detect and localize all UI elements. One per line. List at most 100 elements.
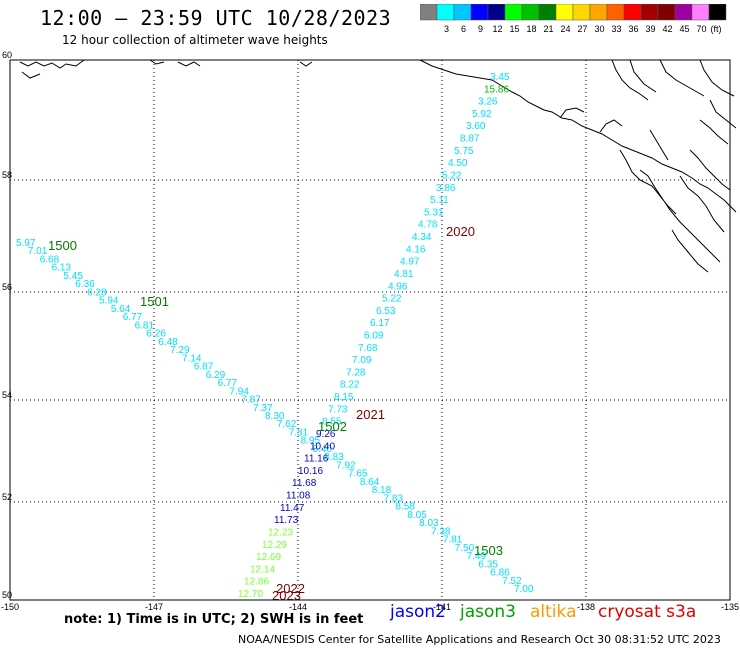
pass-label: 1503 — [474, 543, 503, 558]
wave-height-label: 7.49 — [467, 551, 487, 562]
satellite-track-descending: 5.977.016.686.135.456.366.285.945.646.77… — [16, 238, 534, 595]
longitude-tick-label: -147 — [145, 602, 163, 612]
legend-tick-label: 3 — [444, 24, 449, 34]
wave-height-label: 8.05 — [407, 510, 427, 521]
wave-height-label: 7.92 — [336, 460, 356, 471]
wave-height-label: 8.64 — [360, 477, 380, 488]
legend-tick-label: 30 — [594, 24, 604, 34]
wave-height-label: 11.16 — [304, 454, 329, 465]
pass-label: 2020 — [446, 224, 475, 239]
legend-tick-label: 12 — [492, 24, 502, 34]
wave-height-label: 8.30 — [265, 411, 285, 422]
wave-height-label: 8.40 — [312, 444, 332, 455]
wave-height-label: 5.31 — [424, 207, 444, 218]
wave-height-label: 7.73 — [328, 404, 348, 415]
pass-label: 2021 — [356, 407, 385, 422]
map-frame — [9, 59, 731, 601]
wave-height-label: 12.86 — [244, 577, 269, 588]
graticule — [10, 60, 730, 600]
wave-height-label: 8.15 — [334, 392, 354, 403]
wave-height-label: 7.50 — [455, 543, 475, 554]
wave-height-label: 8.22 — [340, 380, 360, 391]
wave-height-label: 5.22 — [442, 170, 462, 181]
wave-height-label: 11.08 — [286, 491, 311, 502]
coastline-alaska-inlets — [559, 59, 735, 133]
wave-height-label: 8.95 — [301, 436, 321, 447]
wave-height-label: 5.97 — [16, 238, 36, 249]
wave-height-label: 12.29 — [262, 540, 287, 551]
satellite-label-cryosat: cryosat — [598, 602, 661, 622]
wave-height-label: 8.03 — [419, 518, 439, 529]
wave-height-label: 6.28 — [87, 287, 107, 298]
pass-label: 2023 — [272, 588, 301, 603]
wave-height-label: 3.45 — [490, 72, 510, 83]
color-scale-legend: 3 6 9 12 15 18 21 24 27 30 33 36 39 42 45 70 (ft) — [420, 4, 727, 34]
satellite-label-jason2: jason2 — [390, 602, 446, 622]
wave-height-label: 3.60 — [466, 121, 486, 132]
pass-label: 1502 — [318, 419, 347, 434]
wave-height-label: 7.09 — [352, 355, 372, 366]
credit-footer: NOAA/NESDIS Center for Satellite Applica… — [238, 633, 721, 646]
wave-height-label: 6.86 — [490, 568, 510, 579]
wave-height-label: 3.86 — [436, 183, 456, 194]
coastline-panhandle-islands — [619, 99, 737, 273]
axis-labels: -150 -147 -144 -141 -138 -135 60 58 56 54 52 50 — [1, 50, 739, 612]
wave-height-label: 4.50 — [448, 158, 468, 169]
longitude-tick-label: -141 — [433, 602, 451, 612]
wave-height-label: 6.81 — [135, 320, 155, 331]
pass-label: 2022 — [276, 581, 305, 596]
wave-height-label: 4.81 — [394, 269, 414, 280]
legend-tick-label: 39 — [645, 24, 655, 34]
wave-height-label: 6.68 — [40, 254, 60, 265]
latitude-tick-label: 56 — [2, 282, 12, 292]
legend-tick-label: 21 — [543, 24, 553, 34]
wave-height-label: 8.58 — [395, 502, 415, 513]
wave-height-label: 6.77 — [123, 312, 143, 323]
wave-height-label: 9.26 — [316, 429, 336, 440]
wave-height-label: 6.48 — [158, 337, 178, 348]
wave-height-label: 4.34 — [412, 232, 432, 243]
legend-tick-label: 42 — [662, 24, 672, 34]
wave-height-label: 8.83 — [324, 452, 344, 463]
latitude-tick-label: 52 — [2, 492, 12, 502]
wave-height-label: 11.68 — [292, 478, 317, 489]
wave-height-label: 5.45 — [63, 271, 83, 282]
wave-height-label: 5.64 — [111, 304, 131, 315]
wave-height-label: 7.38 — [431, 526, 451, 537]
pass-label: 1500 — [48, 238, 77, 253]
footnote: note: 1) Time is in UTC; 2) SWH is in fe… — [64, 612, 364, 627]
wave-height-label: 12.69 — [256, 552, 281, 563]
wave-height-label: 6.53 — [376, 306, 396, 317]
wave-height-label: 7.28 — [346, 367, 366, 378]
map-title: 12:00 – 23:59 UTC 10/28/2023 — [40, 6, 392, 30]
wave-height-label: 6.29 — [206, 370, 226, 381]
satellite-label-s3a: s3a — [666, 602, 697, 622]
longitude-tick-label: -135 — [721, 602, 739, 612]
latitude-tick-label: 54 — [2, 390, 12, 400]
legend-tick-label: 70 — [696, 24, 706, 34]
satellite-label-altika: altika — [530, 602, 577, 622]
wave-height-label: 7.94 — [229, 386, 249, 397]
wave-height-label: 6.17 — [370, 318, 390, 329]
wave-height-label: 6.26 — [146, 329, 166, 340]
legend-unit: (ft) — [711, 24, 722, 34]
legend-swatch — [708, 4, 727, 21]
map-subtitle: 12 hour collection of altimeter wave hei… — [62, 33, 328, 47]
wave-height-label: 8.18 — [372, 485, 392, 496]
wave-height-label: 7.83 — [384, 493, 404, 504]
wave-height-label: 5.75 — [454, 146, 474, 157]
legend-tick-label: 6 — [461, 24, 466, 34]
wave-height-label: 4.96 — [388, 281, 408, 292]
wave-height-label: 7.81 — [289, 427, 309, 438]
legend-tick-label: 27 — [577, 24, 587, 34]
latitude-tick-label: 58 — [2, 170, 12, 180]
pass-label: 1501 — [140, 294, 169, 309]
wave-height-label: 7.29 — [170, 345, 190, 356]
wave-height-label: 7.68 — [358, 343, 378, 354]
longitude-tick-label: -144 — [289, 602, 307, 612]
wave-height-label: 4.16 — [406, 244, 426, 255]
wave-height-label: 6.09 — [364, 331, 384, 342]
wave-height-label: 11.73 — [274, 515, 299, 526]
